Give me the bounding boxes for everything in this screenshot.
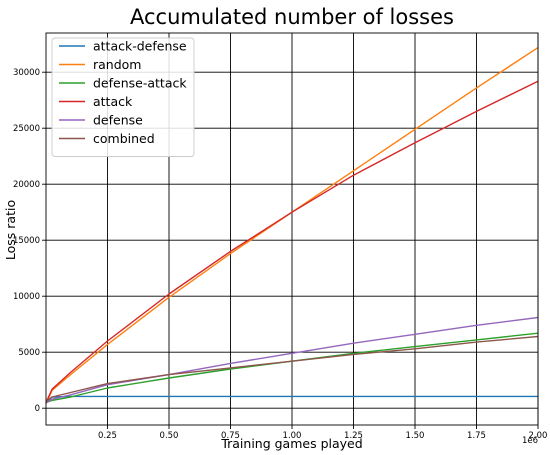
y-tick-label: 30000 (13, 68, 40, 78)
legend-label-defense: defense (93, 113, 143, 128)
series-line-attack (45, 80, 539, 403)
y-tick-label: 15000 (13, 236, 40, 246)
x-tick-label: 1.25 (344, 431, 363, 441)
legend-box (51, 37, 195, 157)
y-axis-label: Loss ratio (3, 200, 18, 260)
legend-label-random: random (93, 57, 141, 72)
x-axis-label: Training games played (220, 436, 362, 451)
y-tick-label: 0 (35, 404, 40, 414)
legend-label-attack: attack (93, 94, 133, 109)
series-line-defense-attack (45, 332, 539, 404)
series-line-combined (45, 335, 539, 403)
y-axis-ticks: 0 5000 10000 15000 20000 25000 30000 (13, 68, 46, 414)
y-tick-label: 20000 (13, 180, 40, 190)
legend: attack-defense random defense-attack attack… (51, 37, 195, 157)
x-tick-label: 0.75 (221, 431, 240, 441)
x-axis-ticks: 0.25 0.50 0.75 1.00 1.25 1.50 1.75 2.00 (98, 425, 547, 441)
x-tick-label: 0.25 (98, 431, 117, 441)
legend-label-defense-attack: defense-attack (93, 76, 187, 91)
y-tick-label: 10000 (13, 292, 40, 302)
x-tick-label: 1.50 (406, 431, 425, 441)
x-tick-label: 1.75 (467, 431, 486, 441)
series-line-defense (45, 316, 539, 404)
legend-label-attack-defense: attack-defense (93, 39, 187, 54)
y-tick-label: 5000 (18, 348, 40, 358)
legend-label-combined: combined (93, 131, 155, 146)
x-tick-label: 1.00 (283, 431, 302, 441)
x-axis-offset-label: 1e6 (522, 436, 538, 446)
chart-title: Accumulated number of losses (130, 5, 454, 29)
x-tick-label: 2.00 (529, 431, 548, 441)
series-lines (45, 47, 539, 404)
series-line-random (45, 47, 539, 404)
y-tick-label: 25000 (13, 124, 40, 134)
x-tick-label: 0.50 (160, 431, 179, 441)
